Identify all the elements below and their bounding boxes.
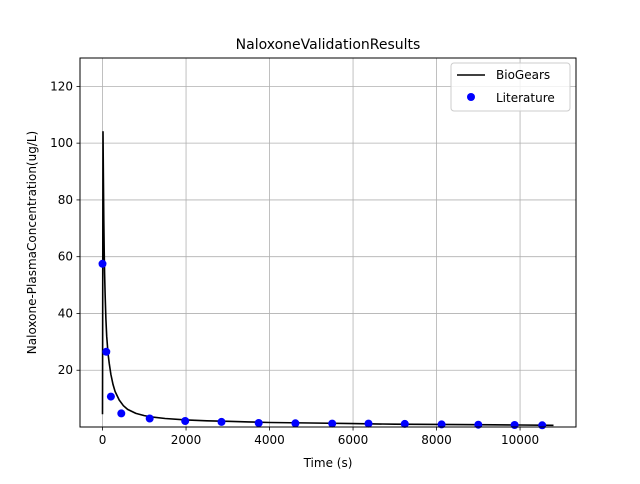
literature-point — [217, 417, 226, 426]
literature-point — [254, 419, 263, 427]
y-tick-label: 60 — [58, 250, 73, 264]
legend-dot-marker — [467, 93, 475, 101]
x-tick-label: 4000 — [254, 433, 285, 447]
x-tick-label: 0 — [99, 433, 107, 447]
axis-ticks: 0 2000 4000 6000 8000 10000 20 40 60 80 100 120 — [50, 79, 539, 447]
series-line-biogears — [101, 131, 554, 427]
y-tick-label: 20 — [58, 363, 73, 377]
y-axis-label: Naloxone-PlasmaConcentration(ug/L) — [25, 131, 39, 354]
y-tick-label: 120 — [50, 79, 73, 93]
literature-point — [328, 419, 337, 428]
literature-point — [437, 420, 446, 429]
chart-title: NaloxoneValidationResults — [236, 37, 421, 53]
x-tick-label: 6000 — [338, 433, 369, 447]
literature-point — [98, 259, 107, 268]
literature-point — [145, 414, 154, 423]
legend: BioGears Literature — [450, 62, 571, 112]
x-tick-label: 10000 — [501, 433, 539, 447]
y-tick-label: 100 — [50, 136, 73, 150]
literature-point — [106, 392, 115, 401]
x-tick-label: 2000 — [171, 433, 202, 447]
grid-lines — [80, 58, 576, 427]
literature-point — [538, 421, 547, 430]
literature-point — [400, 419, 409, 428]
literature-point — [102, 347, 111, 356]
y-tick-label: 40 — [58, 306, 73, 320]
literature-point — [364, 419, 373, 428]
axes-frame — [79, 57, 577, 428]
literature-point — [510, 421, 519, 429]
x-tick-label: 8000 — [421, 433, 452, 447]
x-axis-label: Time (s) — [303, 456, 353, 470]
literature-point — [181, 417, 190, 425]
legend-label-biogears: BioGears — [496, 68, 550, 82]
literature-point — [117, 409, 126, 418]
legend-label-literature: Literature — [496, 91, 555, 105]
y-tick-label: 80 — [58, 193, 73, 207]
literature-point — [291, 419, 300, 428]
